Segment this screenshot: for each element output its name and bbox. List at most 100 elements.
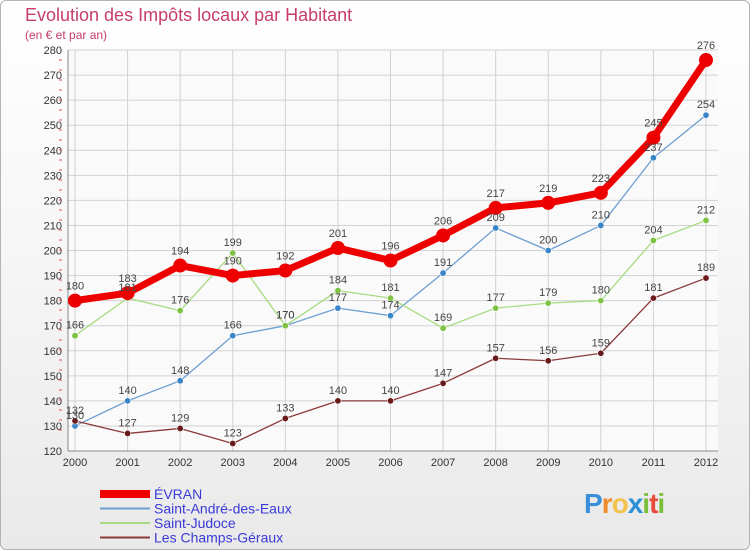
data-label: 140: [381, 385, 399, 397]
data-point: [334, 397, 342, 405]
data-label: 219: [539, 183, 557, 195]
y-tick-label: 140: [44, 396, 62, 408]
data-point: [699, 53, 713, 68]
data-point: [334, 287, 342, 295]
data-label: 190: [224, 256, 242, 268]
x-tick-label: 2006: [378, 457, 402, 469]
x-tick-label: 2011: [642, 457, 666, 469]
y-tick-label: 250: [44, 120, 62, 132]
data-point: [229, 249, 237, 257]
data-label: 209: [486, 212, 504, 224]
logo-letter: o: [611, 488, 629, 519]
data-point: [649, 236, 657, 244]
x-tick-label: 2002: [168, 457, 192, 469]
y-tick-label: 210: [44, 220, 62, 232]
x-tick-label: 2008: [483, 457, 507, 469]
data-label: 254: [697, 99, 715, 111]
data-point: [281, 414, 289, 422]
logo-letter: i: [642, 488, 650, 519]
data-point: [386, 312, 394, 320]
data-point: [124, 429, 132, 437]
data-label: 210: [592, 209, 610, 221]
x-tick-label: 2004: [273, 457, 297, 469]
data-label: 181: [644, 282, 662, 294]
data-point: [120, 286, 135, 301]
data-point: [176, 307, 184, 315]
data-label: 237: [644, 142, 662, 154]
data-point: [71, 332, 79, 340]
y-tick-label: 120: [44, 446, 62, 458]
y-tick-label: 150: [44, 371, 62, 383]
data-label: 148: [171, 365, 189, 377]
data-point: [544, 247, 552, 255]
data-point: [229, 439, 237, 447]
data-point: [229, 332, 237, 340]
data-label: 184: [329, 275, 347, 287]
data-label: 130: [66, 410, 84, 422]
data-label: 189: [697, 262, 715, 274]
data-point: [386, 294, 394, 302]
data-point: [439, 269, 447, 277]
data-point: [492, 224, 500, 232]
data-point: [281, 322, 289, 330]
logo-letter: r: [601, 488, 613, 519]
data-label: 212: [697, 204, 715, 216]
data-label: 174: [381, 300, 399, 312]
logo-letter: P: [584, 488, 603, 519]
data-point: [334, 304, 342, 312]
data-point: [173, 258, 188, 273]
data-label: 245: [644, 118, 662, 130]
x-tick-label: 2000: [63, 457, 87, 469]
data-label: 177: [329, 292, 347, 304]
logo-letter: x: [627, 488, 644, 519]
data-point: [124, 397, 132, 405]
data-label: 194: [171, 246, 189, 258]
x-tick-label: 2005: [326, 457, 350, 469]
data-label: 157: [486, 342, 504, 354]
data-label: 276: [697, 40, 715, 52]
data-label: 166: [224, 320, 242, 332]
data-point: [597, 221, 605, 229]
data-point: [597, 349, 605, 357]
data-point: [544, 299, 552, 307]
data-label: 196: [381, 241, 399, 253]
data-label: 180: [66, 281, 84, 293]
y-tick-label: 220: [44, 195, 62, 207]
y-tick-label: 130: [44, 421, 62, 433]
data-point: [544, 357, 552, 365]
data-label: 191: [434, 257, 452, 269]
data-label: 199: [224, 237, 242, 249]
data-point: [383, 253, 398, 268]
data-label: 147: [434, 367, 452, 379]
legend-label: ÉVRAN: [154, 486, 202, 502]
y-tick-label: 200: [44, 246, 62, 258]
data-label: 133: [276, 402, 294, 414]
data-label: 204: [644, 224, 662, 236]
data-label: 166: [66, 320, 84, 332]
data-label: 201: [329, 228, 347, 240]
data-point: [492, 304, 500, 312]
y-tick-label: 170: [44, 321, 62, 333]
data-point: [439, 379, 447, 387]
data-point: [649, 294, 657, 302]
data-label: 170: [276, 310, 294, 322]
data-point: [68, 293, 82, 308]
x-tick-label: 2010: [589, 457, 613, 469]
data-point: [488, 200, 503, 215]
data-label: 159: [592, 337, 610, 349]
x-tick-label: 2009: [536, 457, 560, 469]
y-tick-label: 190: [44, 271, 62, 283]
logo-letter: t: [649, 488, 658, 519]
data-label: 169: [434, 312, 452, 324]
data-label: 217: [486, 188, 504, 200]
data-label: 206: [434, 215, 452, 227]
data-label: 223: [592, 173, 610, 185]
data-point: [492, 354, 500, 362]
data-point: [330, 240, 345, 255]
data-label: 127: [118, 417, 136, 429]
data-label: 176: [171, 295, 189, 307]
x-tick-label: 2001: [115, 457, 139, 469]
data-point: [386, 397, 394, 405]
data-label: 181: [381, 282, 399, 294]
data-point: [439, 324, 447, 332]
